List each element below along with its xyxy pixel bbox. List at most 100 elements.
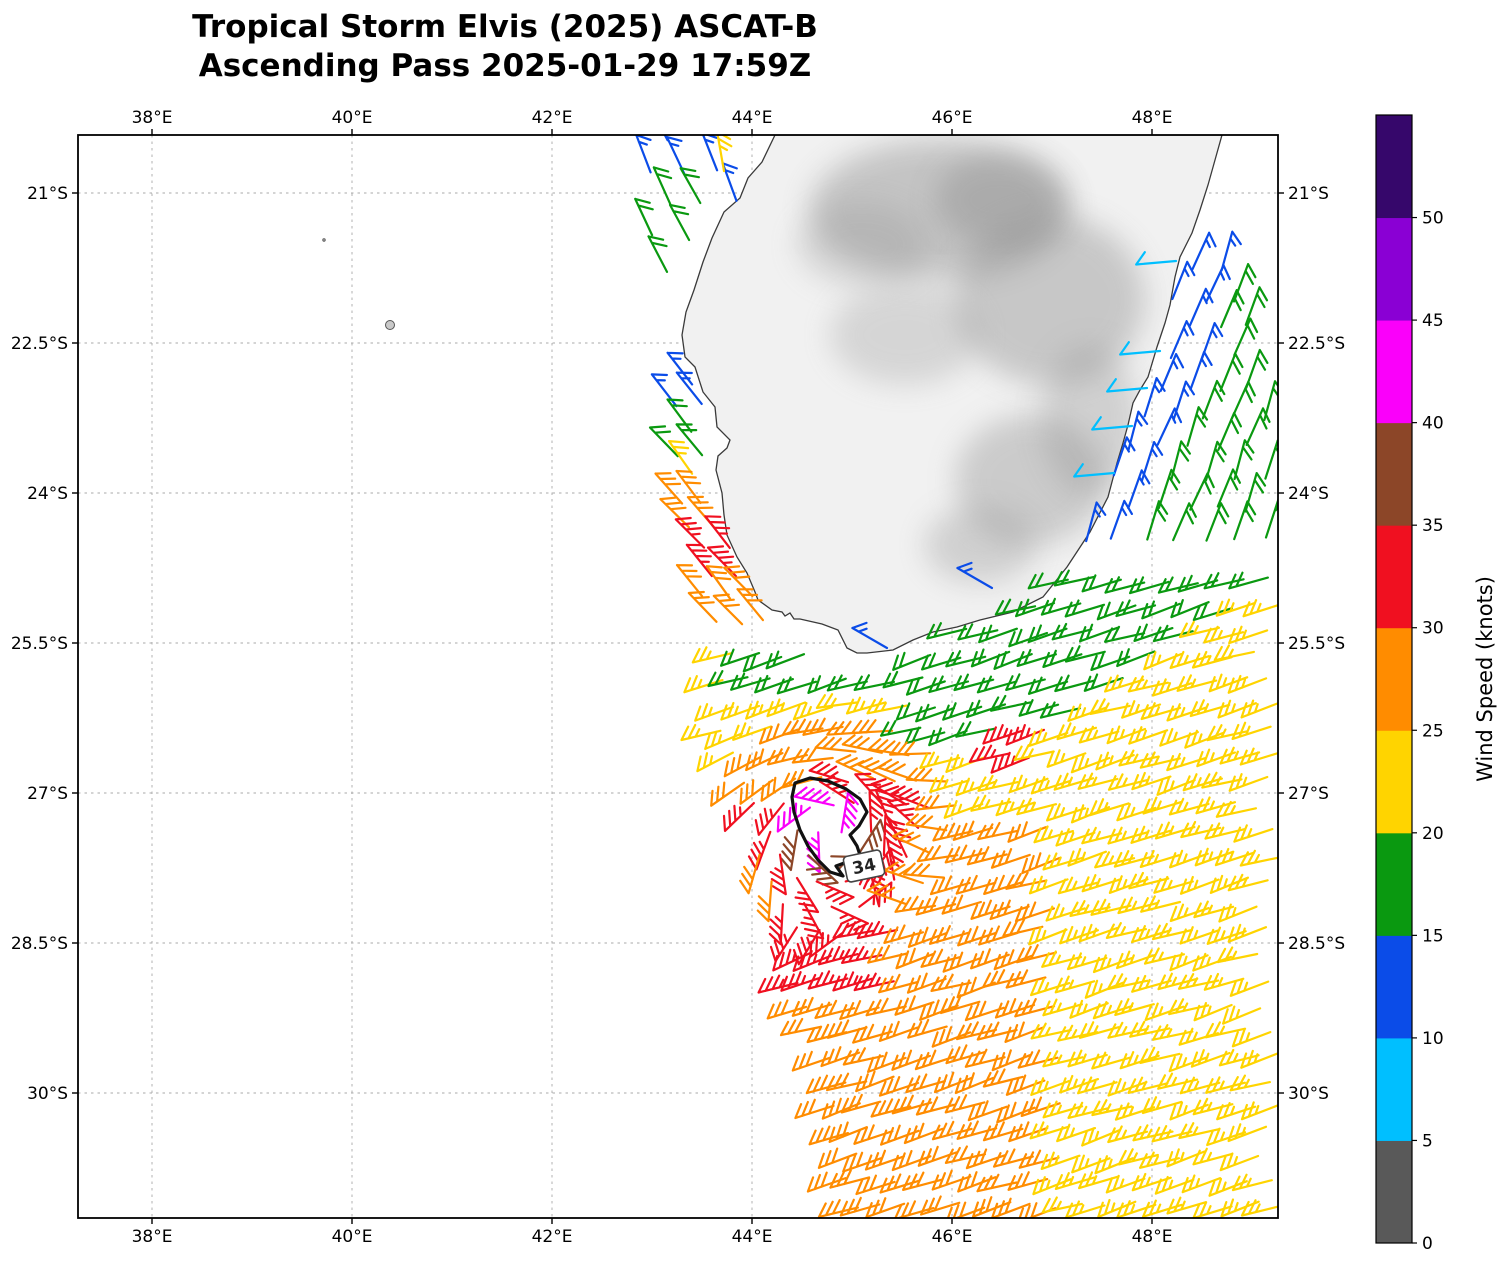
- wind-barb: [840, 791, 859, 834]
- wind-barb: [1195, 796, 1237, 815]
- wind-barb: [1192, 1097, 1234, 1116]
- wind-barb: [845, 696, 887, 715]
- wind-barb: [832, 971, 873, 992]
- wind-barb: [914, 794, 957, 811]
- wind-barb: [1131, 925, 1172, 944]
- wind-barb: [1143, 651, 1183, 671]
- wind-barb: [1127, 469, 1151, 510]
- wind-barb: [826, 1019, 868, 1039]
- wind-barb: [1127, 675, 1169, 693]
- colorbar-tick-label: 25: [1422, 721, 1444, 741]
- wind-barb: [1142, 1199, 1183, 1218]
- wind-barb: [1005, 871, 1047, 890]
- wind-barb: [1169, 849, 1209, 869]
- wind-barb: [1064, 599, 1106, 618]
- wind-barb: [1154, 821, 1196, 840]
- wind-barb: [1114, 998, 1155, 1016]
- wind-barb: [1059, 1074, 1100, 1094]
- wind-barb: [1245, 407, 1271, 446]
- wind-barb: [1131, 974, 1172, 993]
- plot-frame: [77, 134, 1279, 1219]
- wind-barb: [1030, 978, 1071, 997]
- wind-barb: [1179, 926, 1220, 945]
- wind-barb: [730, 672, 771, 691]
- wind-barb: [933, 1071, 974, 1094]
- wind-barb: [1117, 1148, 1159, 1166]
- wind-barb: [766, 746, 808, 766]
- wind-barb: [679, 167, 702, 205]
- wind-barb: [886, 839, 904, 881]
- wind-barb: [1152, 624, 1194, 643]
- wind-barb: [1201, 379, 1226, 420]
- wind-barb: [817, 1199, 859, 1218]
- wind-barb: [1216, 1102, 1257, 1121]
- wind-barb: [1015, 598, 1056, 618]
- wind-barb: [956, 561, 994, 590]
- y-tick-label-right: 22.5°S: [1288, 334, 1345, 354]
- wind-barb: [917, 1145, 958, 1167]
- wind-barb: [1193, 1002, 1233, 1022]
- wind-barb: [754, 674, 794, 694]
- wind-barb: [1040, 1151, 1081, 1170]
- wind-barb: [880, 1124, 920, 1146]
- wind-barb: [1194, 847, 1235, 867]
- wind-barb: [1116, 950, 1156, 970]
- wind-barb: [1228, 571, 1269, 590]
- wind-barb: [1057, 876, 1099, 895]
- wind-barb: [854, 772, 884, 806]
- wind-barb: [1156, 776, 1196, 796]
- wind-barb: [856, 920, 899, 940]
- wind-barb: [1089, 698, 1131, 715]
- wind-barb: [1216, 946, 1259, 964]
- wind-barb: [990, 848, 1031, 869]
- wind-barb: [853, 674, 895, 691]
- wind-barb: [890, 785, 930, 810]
- wind-barb: [1081, 1127, 1121, 1147]
- colorbar-tick-label: 15: [1422, 926, 1444, 946]
- wind-barb: [808, 1125, 850, 1146]
- wind-barb: [928, 727, 968, 747]
- wind-barb: [916, 845, 959, 863]
- wind-barb: [1040, 597, 1082, 616]
- wind-barb: [865, 997, 907, 1017]
- wind-barb: [944, 1145, 987, 1164]
- wind-barb: [920, 948, 962, 968]
- wind-barb: [1119, 341, 1162, 356]
- wind-barb: [1204, 822, 1246, 840]
- colorbar-tick-label: 50: [1422, 209, 1444, 229]
- wind-barb: [1108, 875, 1149, 894]
- wind-barb: [1228, 773, 1269, 792]
- wind-barb: [1240, 1049, 1278, 1069]
- wind-barb: [1186, 406, 1209, 447]
- wind-barb: [815, 693, 858, 709]
- colorbar-segment: [1376, 935, 1412, 1039]
- wind-barb: [747, 830, 772, 871]
- wind-barb: [829, 1169, 871, 1189]
- wind-barb: [1059, 925, 1099, 945]
- wind-barb: [1140, 895, 1182, 913]
- wind-barb: [1077, 1076, 1118, 1095]
- wind-barb: [915, 1096, 957, 1116]
- colorbar-segment: [1376, 627, 1412, 731]
- wind-barb: [659, 496, 690, 529]
- wind-barb: [1168, 998, 1210, 1016]
- wind-barb: [779, 1017, 822, 1037]
- wind-barb: [1193, 900, 1235, 919]
- wind-barb: [1008, 774, 1049, 794]
- wind-barb: [720, 701, 761, 721]
- wind-barb: [977, 821, 1019, 841]
- wind-barb: [1007, 821, 1047, 843]
- wind-barb: [1016, 797, 1058, 816]
- coastline: [681, 135, 1223, 654]
- wind-barb: [1204, 1021, 1247, 1039]
- wind-barb: [841, 945, 883, 964]
- wind-barb: [1106, 378, 1149, 393]
- wind-barb: [1192, 1201, 1233, 1218]
- wind-barb: [826, 674, 868, 692]
- wind-barb: [745, 700, 785, 720]
- wind-barb: [945, 754, 985, 773]
- y-tick-label-left: 22.5°S: [11, 334, 68, 354]
- wind-barb: [1139, 751, 1181, 769]
- wind-barb: [1139, 849, 1181, 868]
- wind-barb: [694, 703, 734, 722]
